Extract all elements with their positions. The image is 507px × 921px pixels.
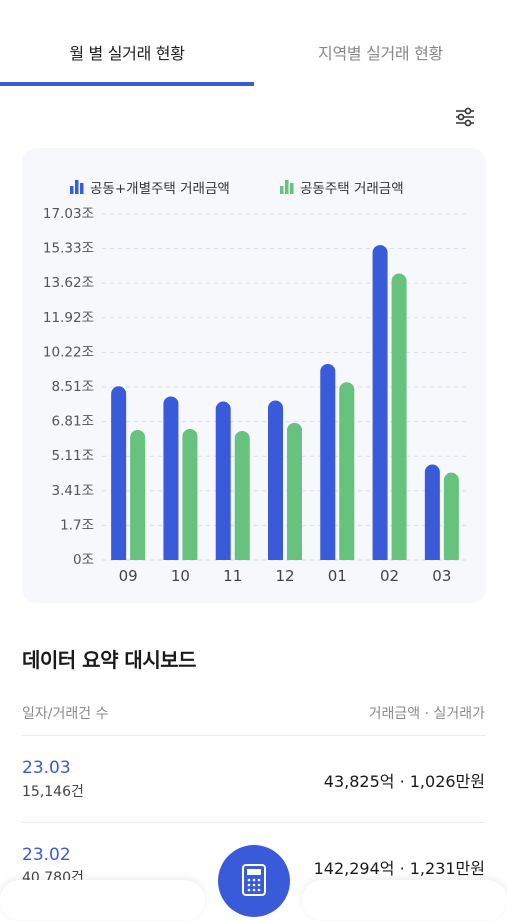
y-tick-label: 5.11조 bbox=[52, 448, 94, 464]
row-date[interactable]: 23.03 bbox=[22, 758, 71, 778]
legend-label: 공동주택 거래금액 bbox=[300, 181, 404, 197]
sliders-icon[interactable] bbox=[452, 104, 478, 130]
y-tick-label: 17.03조 bbox=[43, 206, 94, 222]
bottom-nav-right[interactable] bbox=[302, 880, 507, 920]
divider bbox=[22, 735, 486, 736]
y-tick-label: 13.62조 bbox=[43, 275, 94, 291]
row-date[interactable]: 23.02 bbox=[22, 845, 71, 865]
y-tick-label: 0조 bbox=[73, 552, 94, 568]
row-value: 142,294억 · 1,231만원 bbox=[313, 859, 485, 878]
legend-swatch-icon bbox=[280, 186, 284, 194]
x-tick-label: 01 bbox=[328, 567, 347, 585]
active-tab-indicator bbox=[0, 82, 254, 86]
bottom-nav-left[interactable] bbox=[0, 880, 205, 920]
bar bbox=[234, 430, 250, 560]
x-tick-label: 11 bbox=[223, 567, 242, 585]
x-tick-label: 09 bbox=[119, 567, 138, 585]
bar bbox=[182, 428, 198, 560]
legend-label: 공동+개별주택 거래금액 bbox=[90, 181, 230, 197]
y-tick-label: 1.7조 bbox=[60, 517, 94, 533]
column-header-amount-price: 거래금액 · 실거래가 bbox=[368, 706, 485, 722]
tab-bar: 월 별 실거래 현황 지역별 실거래 현황 bbox=[0, 0, 507, 86]
bar bbox=[372, 245, 388, 560]
legend-swatch-icon bbox=[285, 180, 289, 194]
bar bbox=[320, 363, 336, 560]
divider bbox=[22, 822, 486, 823]
bar bbox=[443, 472, 459, 560]
legend-swatch-icon bbox=[80, 183, 84, 194]
calculator-icon bbox=[242, 864, 266, 896]
y-tick-label: 15.33조 bbox=[43, 241, 94, 257]
x-tick-label: 03 bbox=[432, 567, 451, 585]
x-tick-label: 02 bbox=[380, 567, 399, 585]
bar bbox=[268, 400, 283, 560]
bar bbox=[287, 422, 302, 560]
bar bbox=[215, 401, 231, 560]
tab-monthly[interactable]: 월 별 실거래 현황 bbox=[69, 44, 185, 63]
y-tick-label: 10.22조 bbox=[43, 344, 94, 360]
bar bbox=[339, 382, 355, 560]
legend-swatch-icon bbox=[75, 180, 79, 194]
bar bbox=[424, 464, 440, 560]
bar bbox=[163, 396, 179, 560]
calculator-button[interactable] bbox=[218, 845, 290, 917]
y-tick-label: 3.41조 bbox=[52, 483, 94, 499]
column-header-date-count: 일자/거래건 수 bbox=[22, 706, 109, 722]
y-tick-label: 8.51조 bbox=[52, 379, 94, 395]
y-tick-label: 11.92조 bbox=[43, 310, 94, 326]
y-tick-label: 6.81조 bbox=[52, 414, 94, 430]
legend-swatch-icon bbox=[70, 186, 74, 194]
x-tick-label: 10 bbox=[171, 567, 190, 585]
bar-chart: 공동+개별주택 거래금액 공동주택 거래금액 0조 1.7조 3.41조 5.11조 6.8… bbox=[43, 180, 468, 585]
x-tick-label: 12 bbox=[275, 567, 294, 585]
chart-card: 공동+개별주택 거래금액 공동주택 거래금액 0조 1.7조 3.41조 5.11조 6.8… bbox=[22, 148, 486, 603]
bar bbox=[391, 273, 407, 560]
dashboard-title: 데이터 요약 대시보드 bbox=[22, 648, 197, 672]
tab-regional[interactable]: 지역별 실거래 현황 bbox=[318, 44, 443, 63]
legend-swatch-icon bbox=[290, 183, 294, 194]
row-value: 43,825억 · 1,026만원 bbox=[323, 772, 485, 791]
row-count: 15,146건 bbox=[22, 784, 84, 800]
bar bbox=[111, 386, 127, 560]
bar bbox=[130, 429, 146, 560]
